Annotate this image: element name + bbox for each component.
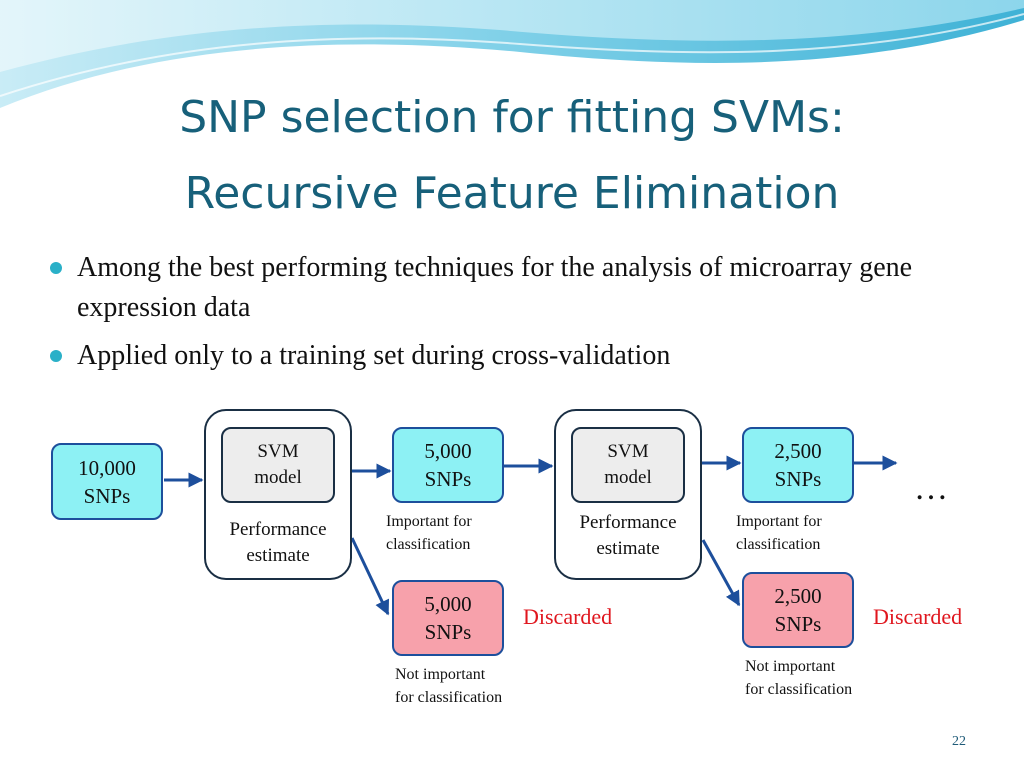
important-note-2: Important for classification — [736, 510, 822, 556]
header-wave-decoration — [0, 0, 1024, 114]
performance-estimate-label-2: Performance estimate — [555, 510, 701, 562]
note-line: Important for — [736, 513, 822, 530]
discarded-snps-count: 5,000 — [424, 592, 472, 616]
kept-snps-box-1: 5,000 SNPs — [392, 427, 504, 503]
svm-model-box-2: SVM model — [571, 427, 685, 503]
kept-snps-count: 2,500 — [774, 439, 822, 463]
note-line: Not important — [395, 666, 486, 683]
bullet-item-1: Among the best performing techniques for… — [50, 248, 950, 328]
performance-estimate-label-1: Performance estimate — [205, 517, 351, 569]
svm-model-label: model — [254, 467, 302, 488]
input-snps-unit: SNPs — [83, 483, 131, 508]
perf-line: Performance — [579, 512, 677, 533]
svm-model-box-1: SVM model — [221, 427, 335, 503]
arrow-stage-1-to-dropped — [350, 537, 390, 616]
kept-snps-count: 5,000 — [424, 439, 472, 463]
important-note-1: Important for classification — [386, 510, 472, 556]
bullet-dot-icon — [50, 350, 62, 362]
perf-line: estimate — [596, 538, 660, 559]
discarded-snps-count: 2,500 — [774, 584, 822, 608]
slide-title-line-1: SNP selection for fitting SVMs: — [179, 92, 845, 143]
discarded-snps-unit: SNPs — [774, 612, 822, 636]
rfe-stage-2-container — [554, 409, 702, 580]
perf-line: estimate — [246, 545, 310, 566]
discarded-label-2: Discarded — [873, 604, 963, 629]
note-line: for classification — [395, 689, 503, 706]
slide-title-line-2: Recursive Feature Elimination — [184, 168, 840, 219]
kept-snps-unit: SNPs — [424, 467, 472, 491]
bullet-item-2: Applied only to a training set during cr… — [50, 336, 950, 376]
kept-snps-box-2: 2,500 SNPs — [742, 427, 854, 503]
not-important-note-1: Not important for classification — [395, 663, 502, 709]
discarded-snps-unit: SNPs — [424, 620, 472, 644]
svm-model-label: model — [604, 467, 652, 488]
bullet-dot-icon — [50, 262, 62, 274]
note-line: classification — [386, 536, 471, 553]
perf-line: Performance — [229, 519, 327, 540]
note-line: classification — [736, 536, 821, 553]
note-line: Important for — [386, 513, 472, 530]
discarded-label-1: Discarded — [523, 604, 613, 629]
note-line: for classification — [745, 681, 853, 698]
discarded-snps-box-1: 5,000 SNPs — [392, 580, 504, 656]
input-snps-count: 10,000 — [78, 455, 136, 480]
svm-model-label: SVM — [607, 441, 649, 462]
bullet-text: Applied only to a training set during cr… — [77, 340, 671, 371]
svm-model-label: SVM — [257, 441, 299, 462]
arrow-stage-2-to-dropped — [701, 539, 741, 607]
kept-snps-unit: SNPs — [774, 467, 822, 491]
bullet-text: Among the best performing techniques for… — [77, 252, 913, 323]
input-snps-box: 10,000 SNPs — [51, 443, 163, 520]
rfe-stage-1-container — [204, 409, 352, 580]
note-line: Not important — [745, 658, 836, 675]
discarded-snps-box-2: 2,500 SNPs — [742, 572, 854, 648]
not-important-note-2: Not important for classification — [745, 655, 852, 701]
continuation-ellipsis: … — [914, 470, 949, 507]
slide-page-number: 22 — [952, 734, 966, 749]
